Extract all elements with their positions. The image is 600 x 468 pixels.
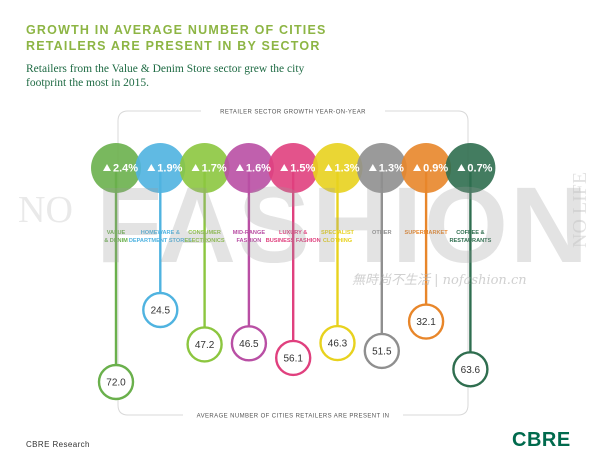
sector-label: CLOTHING xyxy=(323,238,352,244)
growth-value: 1.7% xyxy=(202,163,227,175)
up-triangle-icon xyxy=(457,164,466,171)
sector-label: HOMEWARE & xyxy=(141,230,180,236)
cities-value: 63.6 xyxy=(461,365,481,376)
sector-label: LUXURY & xyxy=(279,230,307,236)
subtitle-line-1: Retailers from the Value & Denim Store s… xyxy=(26,63,305,75)
cities-circle xyxy=(452,351,489,388)
cities-circle xyxy=(363,332,400,370)
cities-value: 72.0 xyxy=(106,378,126,389)
sector-label: RESTAURANTS xyxy=(449,238,491,244)
cities-value: 32.1 xyxy=(416,317,436,328)
growth-value: 1.3% xyxy=(379,163,404,175)
chart-frame xyxy=(117,110,469,416)
cities-value: 24.5 xyxy=(151,306,171,317)
sector-label: MID-RANGE xyxy=(233,230,266,236)
up-triangle-icon xyxy=(191,164,200,171)
cities-value: 51.5 xyxy=(372,346,392,357)
cities-circle xyxy=(142,291,179,329)
top-axis-label: RETAILER SECTOR GROWTH YEAR-ON-YEAR xyxy=(220,110,366,116)
up-triangle-icon xyxy=(368,164,377,171)
growth-bubble xyxy=(356,143,407,193)
sector-label: SUPERMARKET xyxy=(404,230,448,236)
growth-value: 2.4% xyxy=(113,163,138,175)
source-note: CBRE Research xyxy=(26,440,90,449)
cities-value: 46.5 xyxy=(239,339,259,350)
cities-circle xyxy=(319,324,356,362)
sector-label: COFFEE & xyxy=(456,230,484,236)
cities-circle xyxy=(407,303,445,340)
cities-circle xyxy=(186,326,223,363)
page-subtitle: Retailers from the Value & Denim Store s… xyxy=(26,62,326,90)
growth-value: 0.9% xyxy=(423,163,448,175)
sector-label: VALUE xyxy=(107,230,126,236)
growth-bubble xyxy=(179,143,230,193)
up-triangle-icon xyxy=(147,164,156,171)
bottom-label-bg xyxy=(183,410,403,420)
top-label-bg xyxy=(201,106,385,116)
sector-label: DEPARTMENT STORES xyxy=(129,238,192,244)
growth-value: 1.3% xyxy=(335,163,360,175)
cbre-logo: CBRE xyxy=(512,429,571,451)
up-triangle-icon xyxy=(235,164,244,171)
up-triangle-icon xyxy=(324,164,333,171)
growth-bubble xyxy=(135,143,186,193)
sector-label: FASHION xyxy=(236,238,261,244)
cities-value: 47.2 xyxy=(195,340,215,351)
sector-label: OTHER xyxy=(372,230,392,236)
growth-bubble xyxy=(445,143,496,193)
page-title: GROWTH IN AVERAGE NUMBER OF CITIES RETAI… xyxy=(26,22,446,54)
cities-circle xyxy=(230,325,268,362)
sector-label: CONSUMER xyxy=(188,230,221,236)
bottom-axis-label: AVERAGE NUMBER OF CITIES RETAILERS ARE P… xyxy=(197,414,390,420)
sector-label: & DENIM xyxy=(104,238,128,244)
growth-bubble xyxy=(401,143,452,193)
growth-bubble xyxy=(312,143,363,193)
title-line-2: RETAILERS ARE PRESENT IN BY SECTOR xyxy=(26,39,321,53)
cities-circle xyxy=(275,339,312,377)
sector-label: BUSINESS FASHION xyxy=(266,238,321,244)
subtitle-line-2: footprint the most in 2015. xyxy=(26,77,149,89)
growth-value: 1.9% xyxy=(157,163,182,175)
growth-value: 0.7% xyxy=(467,163,492,175)
up-triangle-icon xyxy=(103,164,111,171)
up-triangle-icon xyxy=(280,164,289,171)
growth-value: 1.5% xyxy=(290,163,315,175)
growth-bubble xyxy=(91,143,141,193)
growth-bubble xyxy=(268,143,319,193)
growth-value: 1.6% xyxy=(246,163,271,175)
cities-value: 56.1 xyxy=(283,353,303,364)
cities-circle xyxy=(97,363,135,401)
sector-label: SPECIALIST xyxy=(321,230,355,236)
title-line-1: GROWTH IN AVERAGE NUMBER OF CITIES xyxy=(26,23,327,37)
sector-label: ELECTRONICS xyxy=(185,238,225,244)
growth-bubble xyxy=(223,143,274,193)
up-triangle-icon xyxy=(413,164,422,171)
cities-value: 46.3 xyxy=(328,339,348,350)
